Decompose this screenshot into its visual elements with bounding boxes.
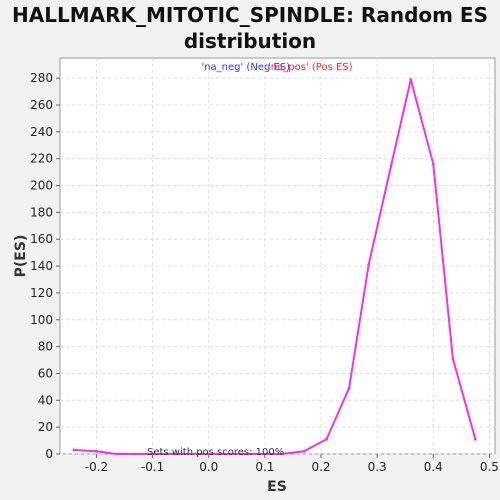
data-point <box>473 437 477 441</box>
y-tick-label: 280 <box>30 71 53 85</box>
data-point <box>151 452 155 456</box>
legend: 'na_neg' (Neg ES)'na_pos' (Pos ES) <box>201 62 352 73</box>
data-point <box>325 437 329 441</box>
chart-title: HALLMARK_MITOTIC_SPINDLE: Random ES dist… <box>11 3 488 53</box>
y-tick-label: 120 <box>30 286 53 300</box>
x-tick-label: -0.1 <box>141 460 164 474</box>
series-layer <box>72 78 477 456</box>
data-point <box>218 452 222 456</box>
annotation: Sets with pos scores: 100% <box>147 447 284 458</box>
data-point <box>134 452 138 456</box>
data-point <box>367 263 371 267</box>
data-point <box>451 357 455 361</box>
x-tick-label: -0.2 <box>85 460 108 474</box>
data-point <box>95 449 98 453</box>
data-point <box>302 449 306 453</box>
x-axis-label: ES <box>267 479 287 495</box>
x-tick-label: 0.0 <box>199 460 218 474</box>
y-tick-label: 180 <box>30 205 53 219</box>
x-tick-label: 0.5 <box>480 460 499 474</box>
x-tick-label: 0.3 <box>368 460 387 474</box>
data-point <box>173 452 177 456</box>
data-point <box>72 448 76 452</box>
y-tick-label: 20 <box>38 420 53 434</box>
y-axis-label: P(ES) <box>13 235 29 278</box>
y-tick-label: 260 <box>30 98 53 112</box>
y-tick-label: 100 <box>30 313 53 327</box>
ticks-layer: 0 20 40 60 80 100 120 140 160 180 200 220 240 260 280 -… <box>30 71 499 474</box>
y-tick-label: 80 <box>38 340 53 354</box>
y-tick-label: 60 <box>38 366 53 380</box>
x-tick-label: 0.2 <box>311 460 330 474</box>
y-tick-label: 220 <box>30 152 53 166</box>
y-tick-label: 0 <box>45 447 53 461</box>
y-tick-label: 140 <box>30 259 53 273</box>
plot-area <box>59 57 496 455</box>
legend-entry-pos: 'na_pos' (Pos ES) <box>268 62 353 73</box>
y-tick-label: 240 <box>30 125 53 139</box>
data-point <box>241 452 244 456</box>
x-tick-label: 0.1 <box>255 460 274 474</box>
data-point <box>389 163 393 167</box>
data-point <box>347 386 351 390</box>
data-point <box>280 452 284 456</box>
y-tick-label: 40 <box>38 393 53 407</box>
data-point <box>263 452 267 456</box>
data-point <box>409 78 413 81</box>
data-point <box>431 162 435 166</box>
series-line <box>73 79 477 455</box>
y-tick-label: 200 <box>30 179 53 193</box>
data-point <box>196 452 199 456</box>
legend-entry-neg: 'na_neg' (Neg ES) <box>201 62 290 73</box>
x-tick-label: 0.4 <box>424 460 443 474</box>
y-tick-label: 160 <box>30 232 53 246</box>
data-point <box>114 452 118 456</box>
